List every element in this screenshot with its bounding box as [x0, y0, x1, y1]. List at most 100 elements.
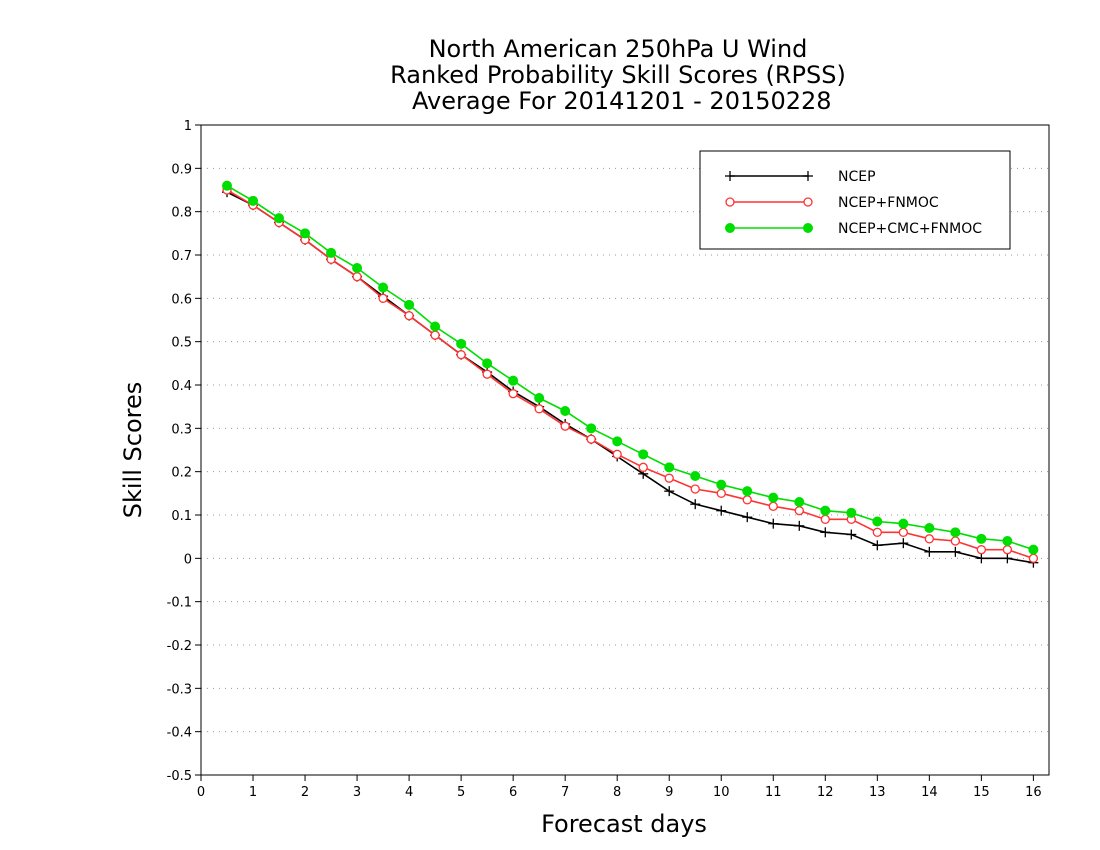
legend-item: NCEP+CMC+FNMOC	[725, 221, 982, 237]
legend-label: NCEP+FNMOC	[838, 195, 939, 211]
data-point	[846, 529, 857, 540]
plot-frame	[200, 124, 1050, 776]
data-point	[950, 527, 961, 538]
y-tick-label: 1	[184, 119, 192, 134]
data-point	[690, 471, 701, 481]
legend: NCEP NCEP+FNMOC NCEP+CMC+FNMOC	[699, 150, 1011, 250]
data-point	[352, 263, 363, 273]
legend-label: NCEP+CMC+FNMOC	[838, 221, 982, 237]
data-point	[742, 495, 752, 505]
data-point	[586, 423, 597, 434]
y-tick-label: 0.9	[171, 162, 192, 177]
y-tick-label: -0.3	[167, 682, 192, 697]
data-point	[742, 512, 753, 523]
data-point	[820, 514, 830, 524]
x-axis-label: Forecast days	[541, 810, 707, 838]
data-point	[352, 272, 362, 282]
data-point	[664, 462, 675, 473]
x-tick-label: 11	[765, 785, 782, 800]
data-point	[872, 516, 883, 527]
data-point	[725, 197, 735, 207]
x-tick-label: 2	[301, 785, 309, 800]
data-point	[482, 358, 493, 369]
x-tick-label: 8	[613, 785, 621, 800]
data-point	[725, 223, 735, 233]
data-point	[820, 527, 831, 538]
series-ncep-cmc-fnmoc	[222, 180, 1039, 555]
data-point	[846, 507, 857, 518]
data-point	[976, 553, 987, 564]
y-tick-label: -0.1	[167, 596, 192, 611]
data-point	[378, 282, 389, 293]
x-tick-label: 15	[973, 785, 990, 800]
data-point	[508, 375, 519, 386]
data-point	[456, 338, 467, 349]
data-point	[456, 350, 466, 360]
data-point	[1002, 536, 1013, 546]
x-tick-label: 5	[457, 785, 465, 800]
data-point	[898, 527, 908, 537]
data-point	[803, 223, 813, 233]
x-tick-label: 9	[665, 785, 673, 800]
x-tick-label: 1	[249, 785, 257, 800]
data-point	[508, 389, 518, 399]
x-tick-label: 3	[353, 785, 361, 800]
data-point	[690, 499, 701, 510]
data-point	[612, 449, 622, 459]
data-point	[924, 534, 934, 544]
data-point	[404, 311, 414, 321]
data-point	[803, 197, 813, 207]
data-point	[222, 180, 233, 191]
data-point	[768, 518, 779, 529]
data-point	[976, 533, 987, 544]
data-point	[794, 520, 805, 531]
data-point	[612, 436, 623, 447]
data-point	[690, 484, 700, 494]
data-point	[404, 299, 415, 310]
title-line-3: Average For 20141201 - 20150228	[404, 87, 831, 115]
data-point	[1002, 545, 1013, 555]
data-point	[560, 406, 571, 416]
y-tick-label: -0.5	[167, 769, 192, 784]
y-axis-label: Skill Scores	[119, 382, 147, 519]
data-point	[768, 492, 779, 503]
data-point	[794, 506, 804, 516]
data-point	[898, 538, 909, 549]
y-tick-label: 0.4	[171, 379, 192, 394]
y-tick-label: -0.2	[167, 639, 192, 654]
legend-label: NCEP	[838, 169, 876, 185]
data-point	[274, 213, 285, 224]
y-tick-label: 0	[184, 552, 192, 567]
x-tick-label: 0	[197, 785, 205, 800]
data-point	[924, 523, 935, 533]
data-point	[664, 473, 674, 483]
y-tick-label: 0.6	[171, 292, 192, 307]
data-point	[1028, 553, 1039, 563]
data-point	[716, 488, 726, 498]
x-tick-label: 10	[713, 785, 730, 800]
chart-title: North American 250hPa U Wind Ranked Prob…	[390, 35, 846, 115]
legend-item: NCEP+FNMOC	[725, 195, 939, 211]
data-point	[638, 462, 648, 472]
data-point	[768, 501, 778, 511]
x-tick-label: 16	[1025, 785, 1042, 800]
data-point	[1002, 553, 1013, 564]
y-tick-label: 0.1	[171, 509, 192, 524]
data-point	[326, 247, 337, 258]
data-point	[248, 195, 259, 206]
y-tick-label: 0.3	[171, 422, 192, 437]
data-point	[950, 536, 961, 546]
data-point	[716, 479, 727, 490]
x-tick-label: 4	[405, 785, 413, 800]
data-point	[742, 486, 753, 497]
data-point	[1028, 544, 1039, 555]
y-tick-label: 0.7	[171, 249, 192, 264]
y-tick-label: 0.8	[171, 206, 192, 221]
data-point	[430, 321, 441, 332]
data-point	[716, 505, 727, 516]
y-tick-label: 0.2	[171, 466, 192, 481]
data-point	[482, 369, 492, 379]
data-point	[976, 545, 987, 555]
data-point	[820, 505, 831, 516]
